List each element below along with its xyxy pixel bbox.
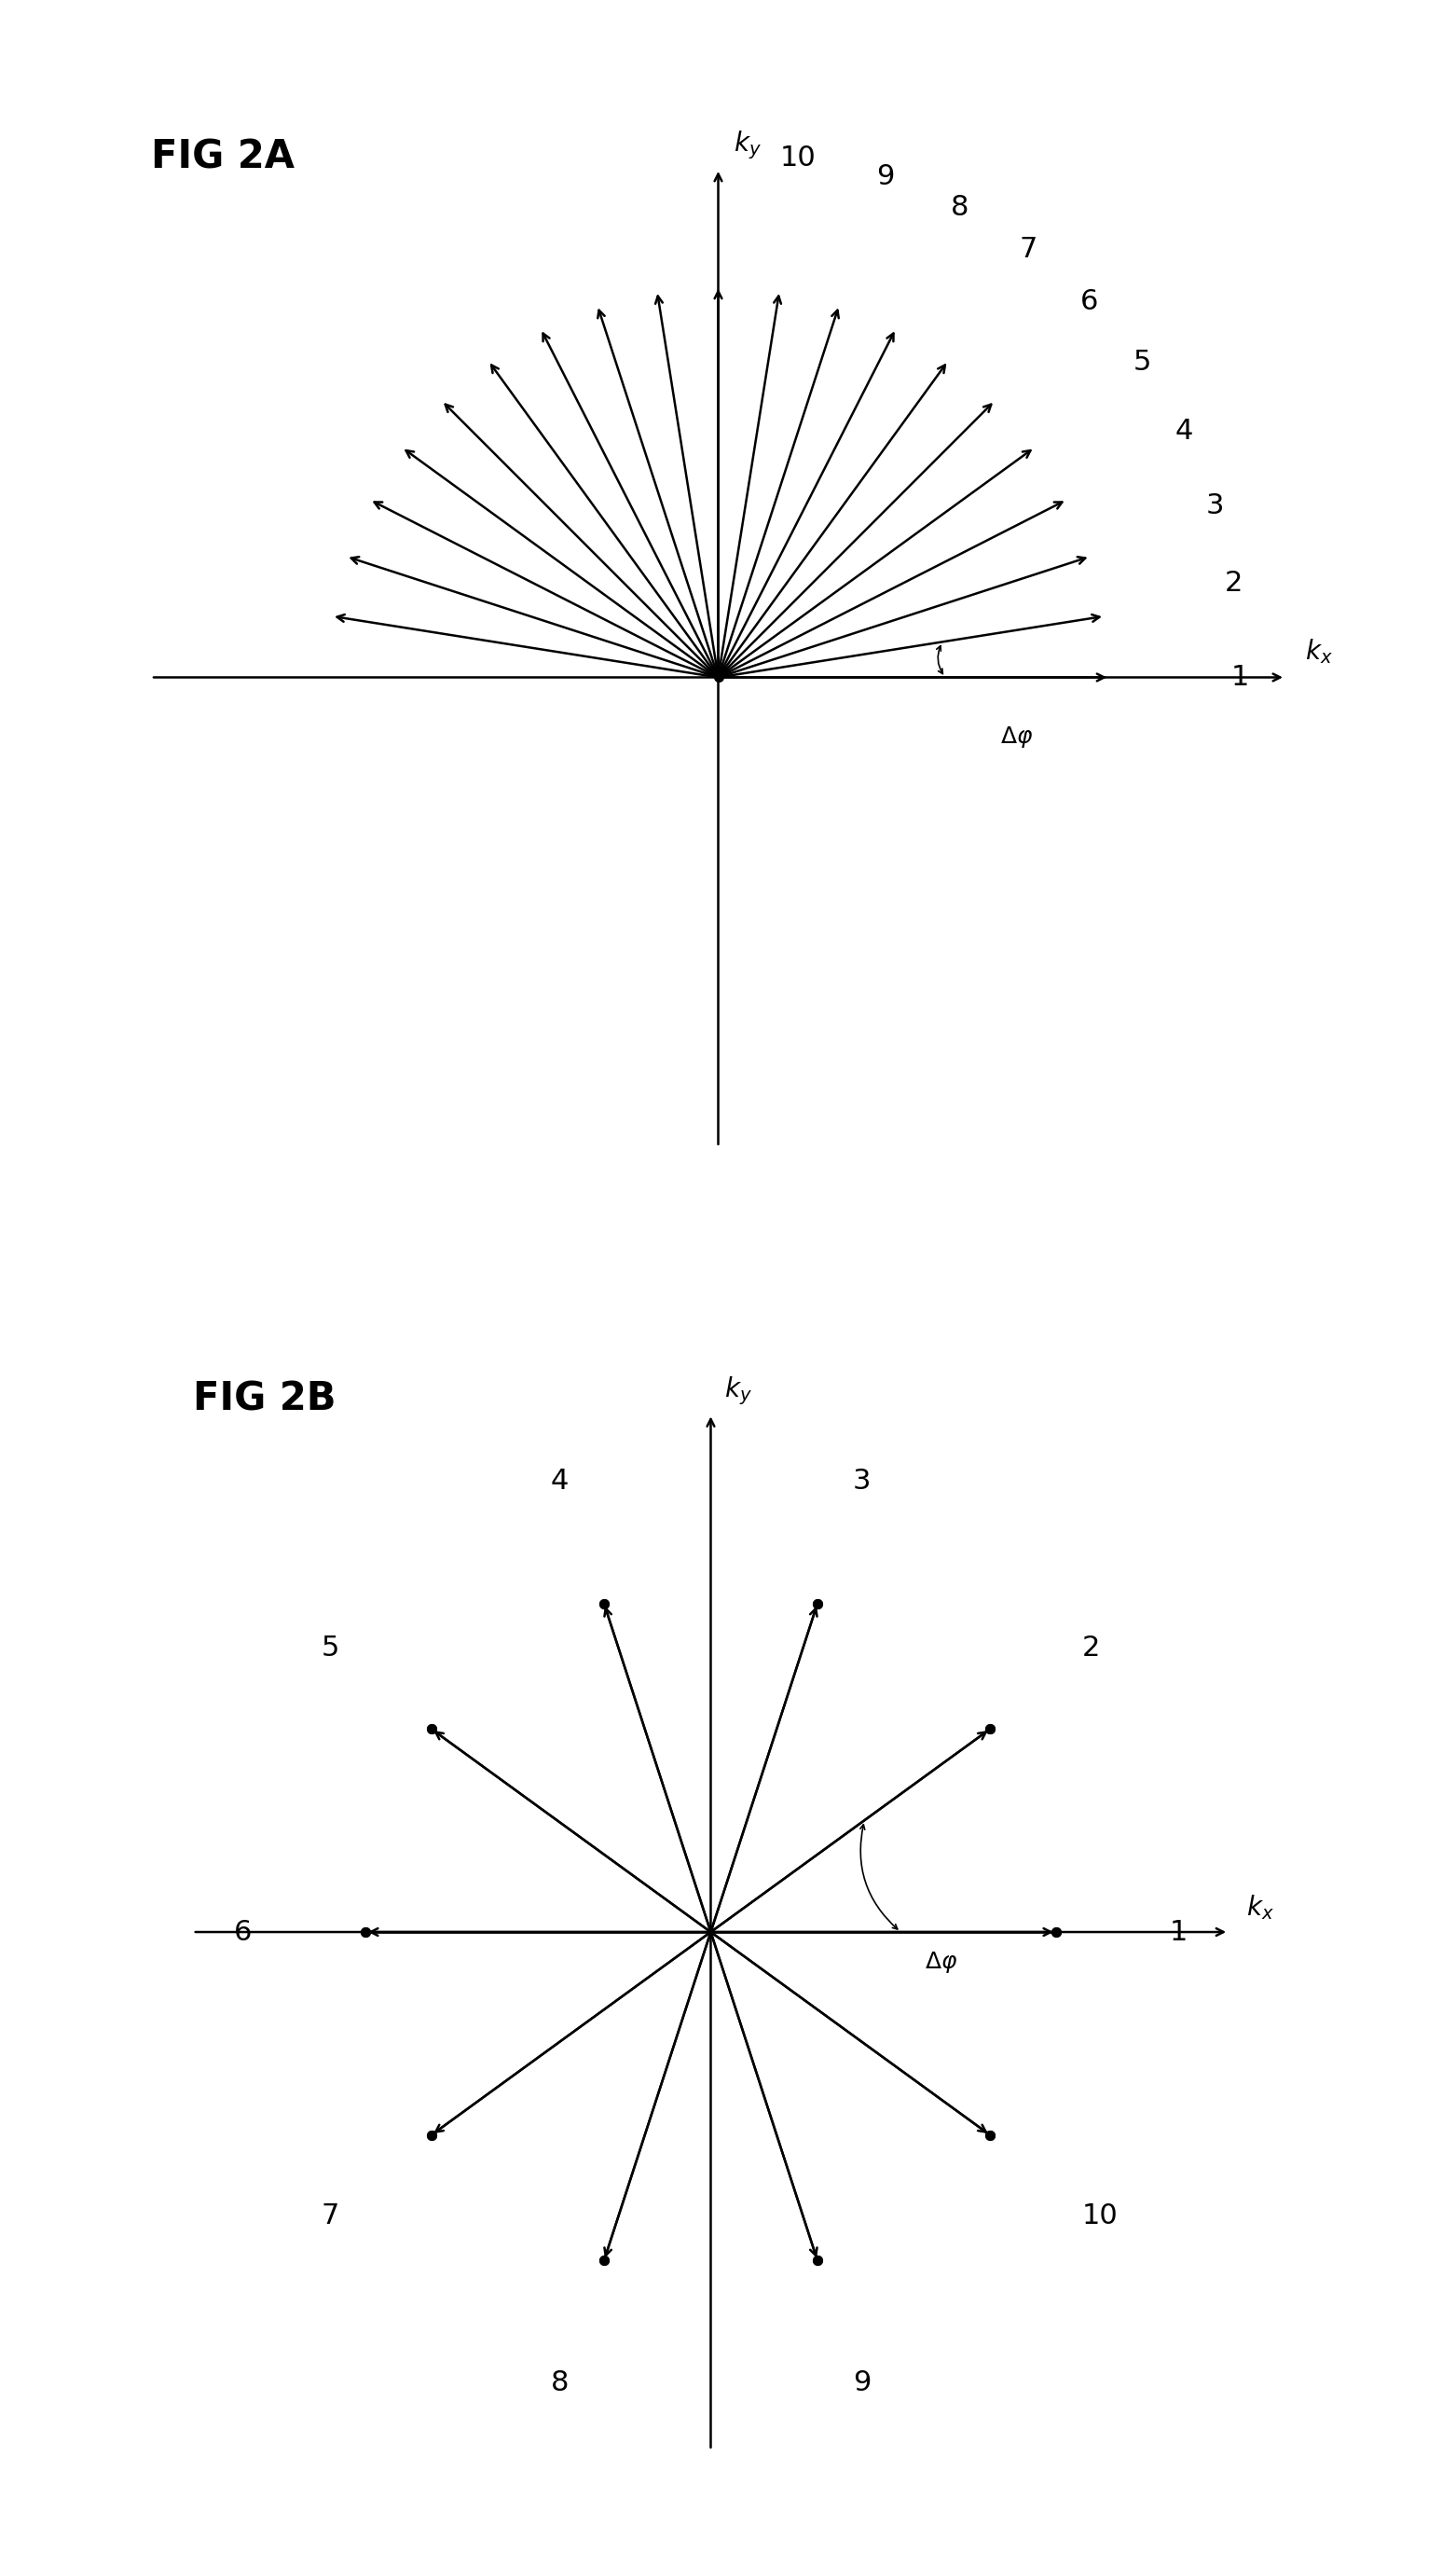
Text: 8: 8 — [951, 194, 970, 220]
Text: 10: 10 — [780, 143, 817, 171]
Text: 7: 7 — [1019, 235, 1038, 263]
Text: $\Delta\varphi$: $\Delta\varphi$ — [1000, 725, 1032, 751]
Text: 1: 1 — [1171, 1917, 1188, 1945]
Text: $k_x$: $k_x$ — [1246, 1892, 1274, 1922]
Text: 8: 8 — [550, 2369, 569, 2395]
Text: 1: 1 — [1230, 664, 1249, 692]
Text: 5: 5 — [322, 1634, 339, 1662]
Text: FIG 2A: FIG 2A — [151, 138, 294, 176]
Text: FIG 2B: FIG 2B — [192, 1379, 336, 1419]
Text: 4: 4 — [1175, 419, 1192, 444]
Text: $\Delta\varphi$: $\Delta\varphi$ — [925, 1950, 958, 1973]
Text: $k_y$: $k_y$ — [734, 128, 761, 161]
Text: 4: 4 — [550, 1468, 569, 1496]
Text: 6: 6 — [1080, 288, 1099, 314]
Text: 2: 2 — [1224, 569, 1242, 597]
Text: 9: 9 — [853, 2369, 871, 2395]
Text: 7: 7 — [322, 2203, 339, 2229]
Text: 9: 9 — [877, 163, 894, 189]
Text: 2: 2 — [1082, 1634, 1101, 1662]
Text: $k_x$: $k_x$ — [1305, 636, 1332, 666]
Text: 3: 3 — [1206, 493, 1223, 518]
Text: 6: 6 — [233, 1917, 252, 1945]
Text: 5: 5 — [1133, 350, 1150, 375]
Text: 3: 3 — [853, 1468, 871, 1496]
Text: $k_y$: $k_y$ — [725, 1374, 753, 1407]
Text: 10: 10 — [1082, 2203, 1118, 2229]
